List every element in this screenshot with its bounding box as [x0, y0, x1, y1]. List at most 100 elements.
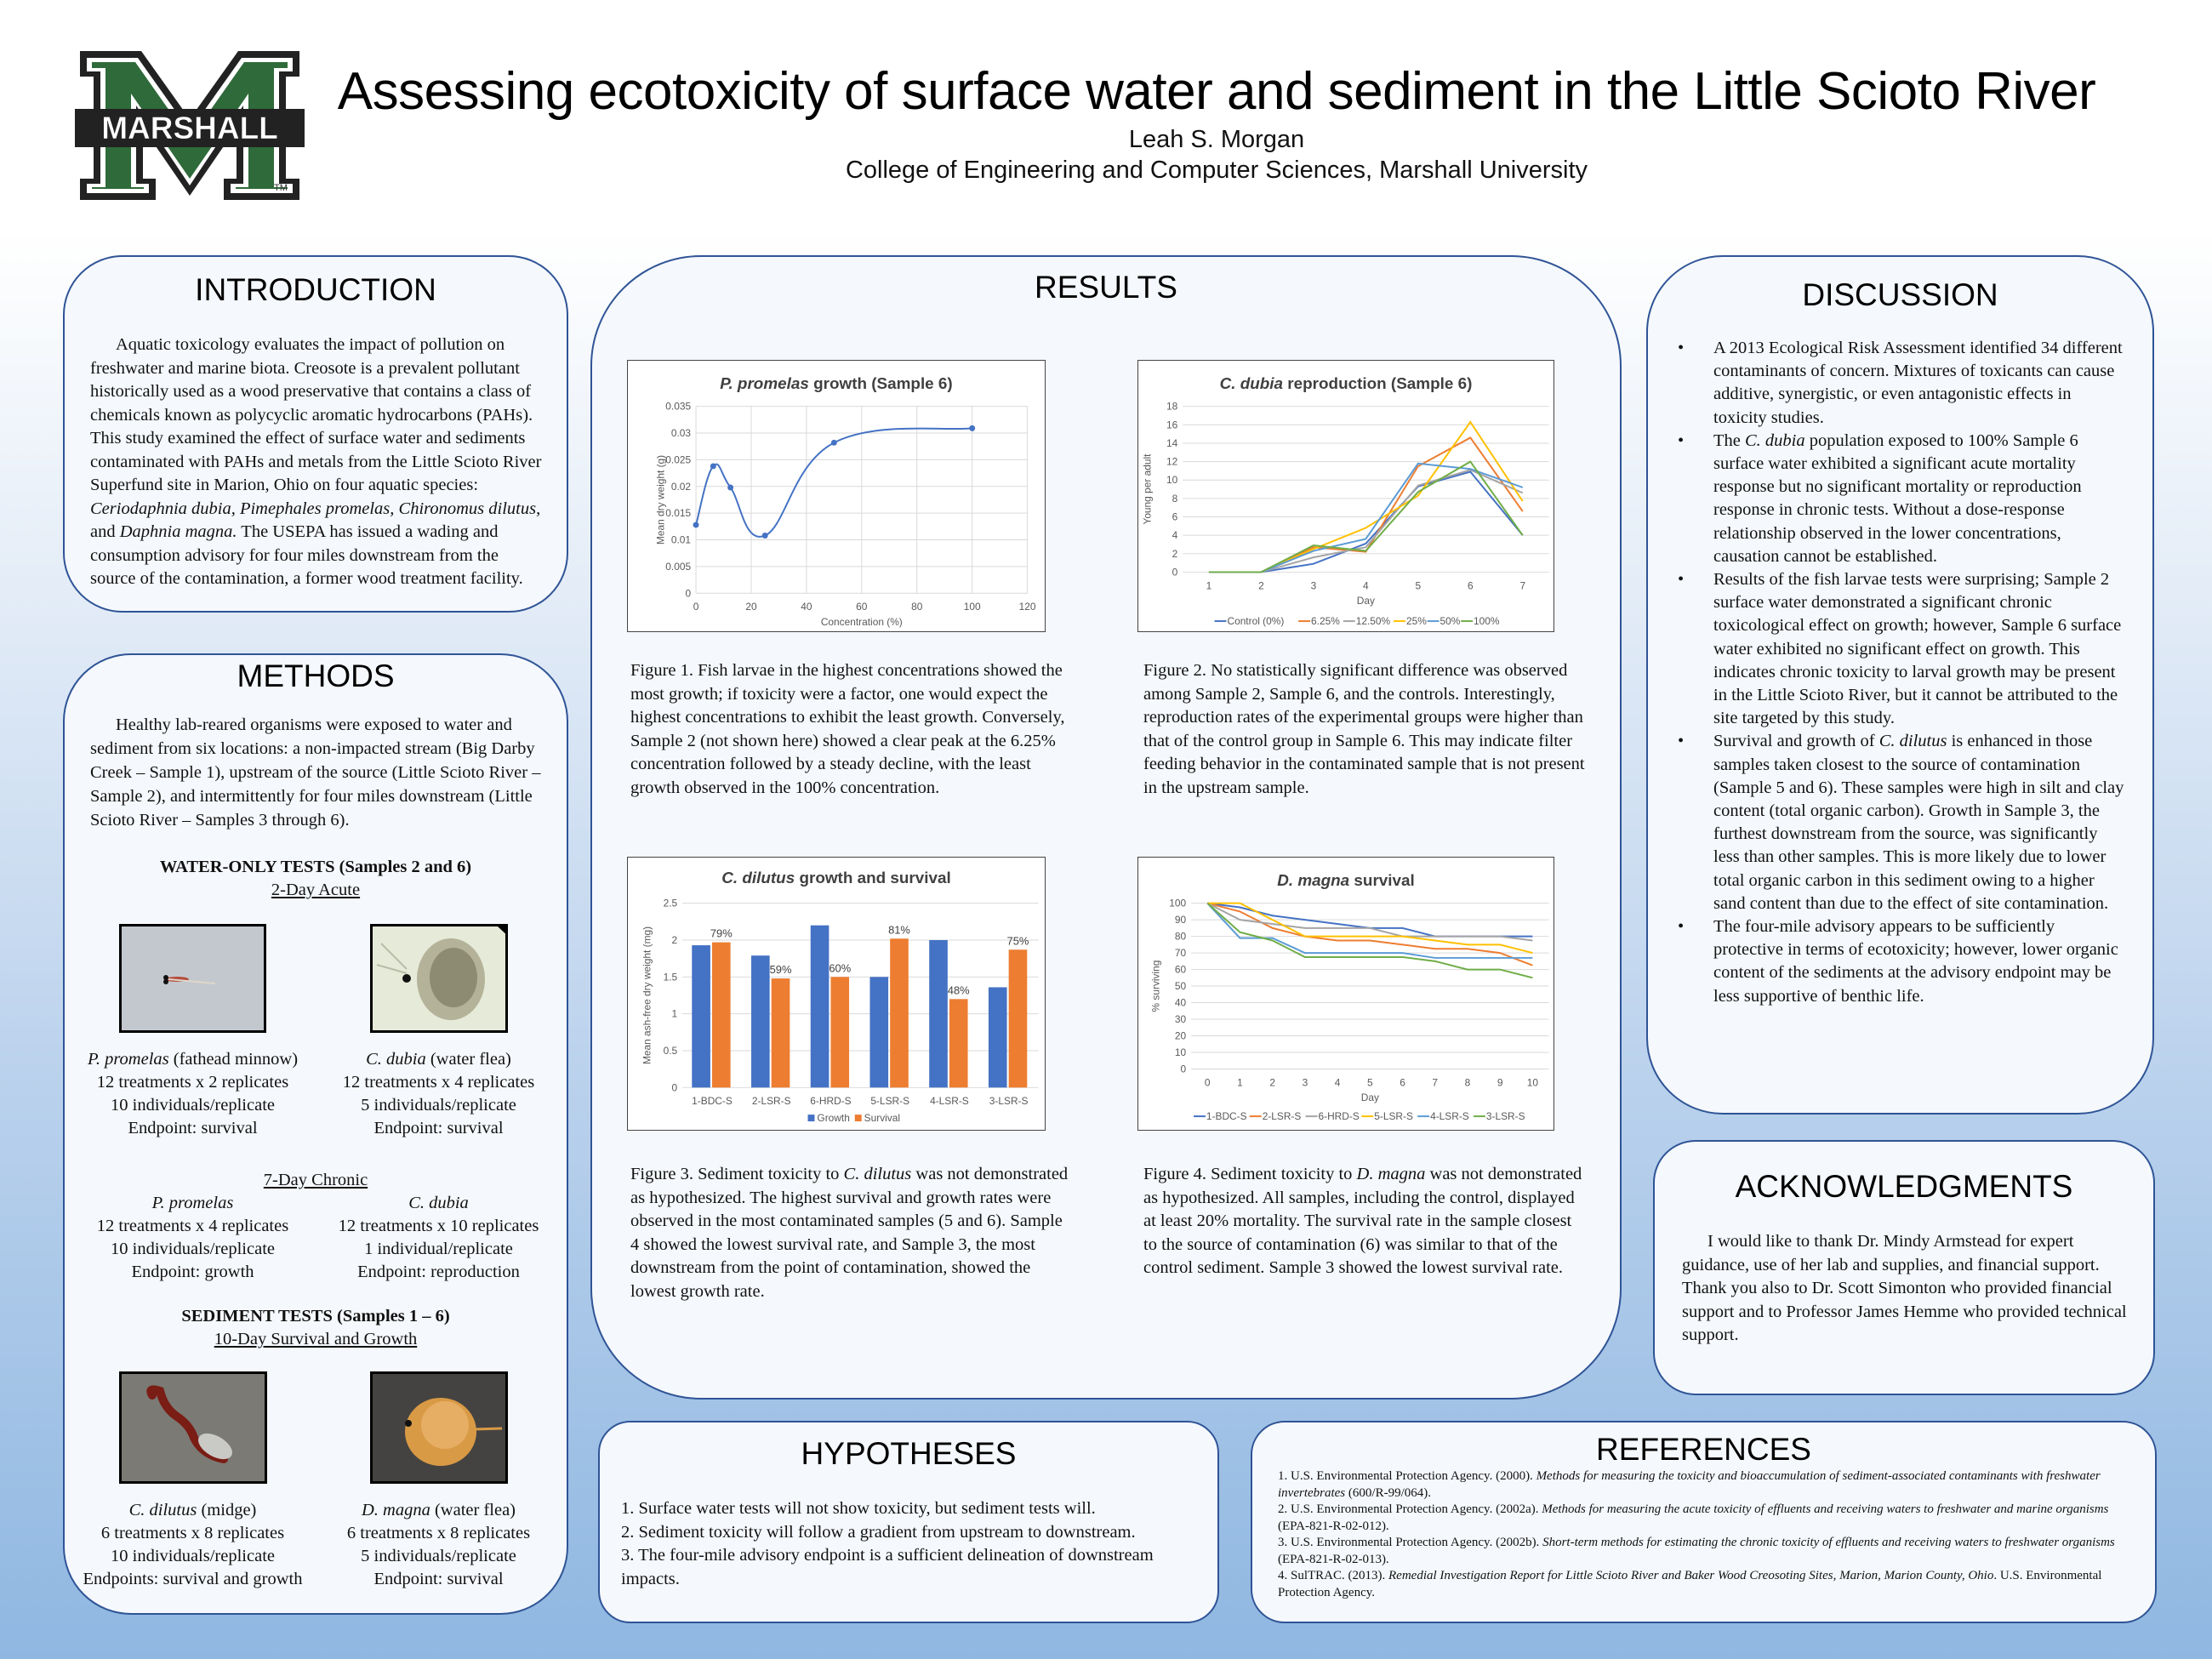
daphnia-magna-photo [369, 1371, 510, 1486]
svg-text:0: 0 [1205, 1076, 1211, 1088]
svg-text:Control (0%): Control (0%) [1227, 615, 1284, 627]
svg-text:% surviving: % surviving [1149, 961, 1161, 1012]
svg-text:60: 60 [1175, 964, 1187, 976]
svg-text:100: 100 [1169, 898, 1186, 909]
author-name: Leah S. Morgan [1128, 126, 1305, 153]
svg-text:0: 0 [693, 601, 699, 613]
svg-text:3: 3 [1311, 579, 1317, 591]
svg-text:Mean ash-free dry weight (mg): Mean ash-free dry weight (mg) [641, 926, 653, 1064]
svg-text:2.5: 2.5 [664, 898, 678, 909]
hypothesis-item: 1. Surface water tests will not show tox… [621, 1499, 1096, 1518]
svg-text:9: 9 [1497, 1076, 1503, 1088]
svg-text:Mean dry weight (g): Mean dry weight (g) [654, 455, 666, 544]
chronic-tests-heading: 7-Day Chronic [263, 1171, 368, 1189]
svg-text:20: 20 [745, 601, 757, 613]
svg-text:2: 2 [1269, 1076, 1275, 1088]
svg-text:4: 4 [1172, 529, 1178, 541]
svg-text:C. dilutus growth and survival: C. dilutus growth and survival [721, 869, 951, 887]
svg-text:6: 6 [1400, 1076, 1405, 1088]
discussion-item: The four-mile advisory appears to be suf… [1673, 915, 2127, 1008]
svg-text:0.01: 0.01 [671, 534, 692, 546]
svg-text:80: 80 [1175, 931, 1187, 943]
svg-text:4-LSR-S: 4-LSR-S [930, 1095, 969, 1107]
svg-text:1-BDC-S: 1-BDC-S [692, 1095, 733, 1107]
chart-cdubia-reproduction: C. dubia reproduction (Sample 6) 0 2 4 6 8 10… [1137, 360, 1554, 632]
figure-2-caption: Figure 2. No statistically significant d… [1143, 661, 1585, 797]
svg-text:0.5: 0.5 [664, 1045, 678, 1057]
svg-text:5: 5 [1416, 579, 1422, 591]
svg-text:1: 1 [1206, 579, 1212, 591]
svg-text:0.03: 0.03 [671, 427, 692, 439]
svg-text:1-BDC-S: 1-BDC-S [1206, 1110, 1247, 1122]
svg-text:75%: 75% [1007, 934, 1029, 947]
svg-text:7: 7 [1519, 579, 1525, 591]
svg-text:5-LSR-S: 5-LSR-S [1374, 1110, 1413, 1122]
introduction-text: Aquatic toxicology evaluates the impact … [90, 335, 542, 588]
reference-item: 1. U.S. Environmental Protection Agency.… [1278, 1469, 2101, 1500]
svg-text:Concentration (%): Concentration (%) [821, 616, 903, 628]
svg-text:30: 30 [1175, 1013, 1187, 1025]
svg-text:MARSHALL: MARSHALL [101, 111, 278, 145]
svg-text:7: 7 [1432, 1076, 1438, 1088]
acknowledgments-heading: ACKNOWLEDGMENTS [1735, 1169, 2073, 1204]
svg-text:25%: 25% [1406, 615, 1427, 627]
water-flea-photo [369, 924, 510, 1035]
svg-text:1: 1 [672, 1008, 678, 1020]
svg-text:120: 120 [1019, 601, 1036, 613]
poster-title: Assessing ecotoxicity of surface water a… [337, 62, 2096, 121]
svg-text:Day: Day [1361, 1092, 1379, 1103]
acute-test-minnow: P. promelas (fathead minnow) 12 treatmen… [70, 924, 316, 1140]
introduction-heading: INTRODUCTION [195, 272, 436, 307]
svg-text:40: 40 [801, 601, 812, 613]
hypotheses-heading: HYPOTHESES [801, 1436, 1017, 1471]
svg-text:8: 8 [1172, 493, 1178, 505]
svg-text:0: 0 [1181, 1063, 1187, 1075]
svg-text:2-LSR-S: 2-LSR-S [752, 1095, 791, 1107]
svg-text:0: 0 [1172, 566, 1178, 578]
svg-text:0.015: 0.015 [665, 507, 691, 519]
chart-promelas-growth: P. promelas growth (Sample 6) 0 0.005 0.01… [627, 360, 1046, 632]
svg-text:10: 10 [1175, 1046, 1187, 1058]
svg-text:6-HRD-S: 6-HRD-S [1319, 1110, 1360, 1122]
svg-text:60: 60 [856, 601, 868, 613]
svg-text:50: 50 [1175, 980, 1187, 992]
midge-larva-photo [118, 1371, 270, 1486]
discussion-list: A 2013 Ecological Risk Assessment identi… [1673, 337, 2127, 1008]
figure-4-caption: Figure 4. Sediment toxicity to D. magna … [1143, 1165, 1582, 1277]
svg-text:Day: Day [1357, 595, 1375, 607]
svg-text:60%: 60% [829, 961, 851, 974]
trademark-mark: TM [274, 183, 288, 193]
chronic-test-minnow: P. promelas 12 treatments x 4 replicates… [96, 1194, 289, 1281]
svg-text:2-LSR-S: 2-LSR-S [1263, 1110, 1302, 1122]
fathead-minnow-larva-photo [119, 924, 269, 1035]
svg-text:0.005: 0.005 [665, 561, 691, 573]
svg-text:2: 2 [1172, 548, 1178, 560]
svg-text:14: 14 [1166, 437, 1178, 449]
discussion-item: The C. dubia population exposed to 100% … [1673, 430, 2127, 568]
hypotheses-panel: HYPOTHESES 1. Surface water tests will n… [598, 1421, 1219, 1623]
svg-text:5: 5 [1367, 1076, 1373, 1088]
svg-text:8: 8 [1465, 1076, 1471, 1088]
chronic-test-cdubia: C. dubia 12 treatments x 10 replicates 1… [338, 1194, 539, 1281]
svg-text:10: 10 [1166, 474, 1178, 486]
discussion-panel: DISCUSSION A 2013 Ecological Risk Assess… [1646, 255, 2154, 1115]
svg-text:40: 40 [1175, 997, 1187, 1009]
references-list: 1. U.S. Environmental Protection Agency.… [1278, 1468, 2138, 1601]
discussion-item: A 2013 Ecological Risk Assessment identi… [1673, 337, 2127, 430]
affiliation: College of Engineering and Computer Scie… [845, 157, 1588, 184]
hypothesis-item: 3. The four-mile advisory endpoint is a … [621, 1546, 1154, 1588]
figure-1-caption: Figure 1. Fish larvae in the highest con… [630, 661, 1065, 797]
svg-text:1.5: 1.5 [664, 971, 678, 983]
references-heading: REFERENCES [1596, 1432, 1811, 1467]
acknowledgments-text: I would like to thank Dr. Mindy Armstead… [1682, 1232, 2127, 1344]
svg-text:1: 1 [1237, 1076, 1243, 1088]
methods-intro: Healthy lab-reared organisms were expose… [90, 715, 541, 830]
svg-text:100: 100 [964, 601, 981, 613]
sediment-test-midge: C. dilutus (midge) 6 treatments x 8 repl… [70, 1371, 316, 1591]
svg-text:70: 70 [1175, 947, 1187, 959]
svg-text:48%: 48% [948, 983, 970, 996]
methods-heading: METHODS [237, 658, 395, 693]
water-tests-heading: WATER-ONLY TESTS (Samples 2 and 6) 2-Day … [159, 858, 472, 899]
acknowledgments-panel: ACKNOWLEDGMENTS I would like to thank Dr… [1653, 1140, 2155, 1395]
